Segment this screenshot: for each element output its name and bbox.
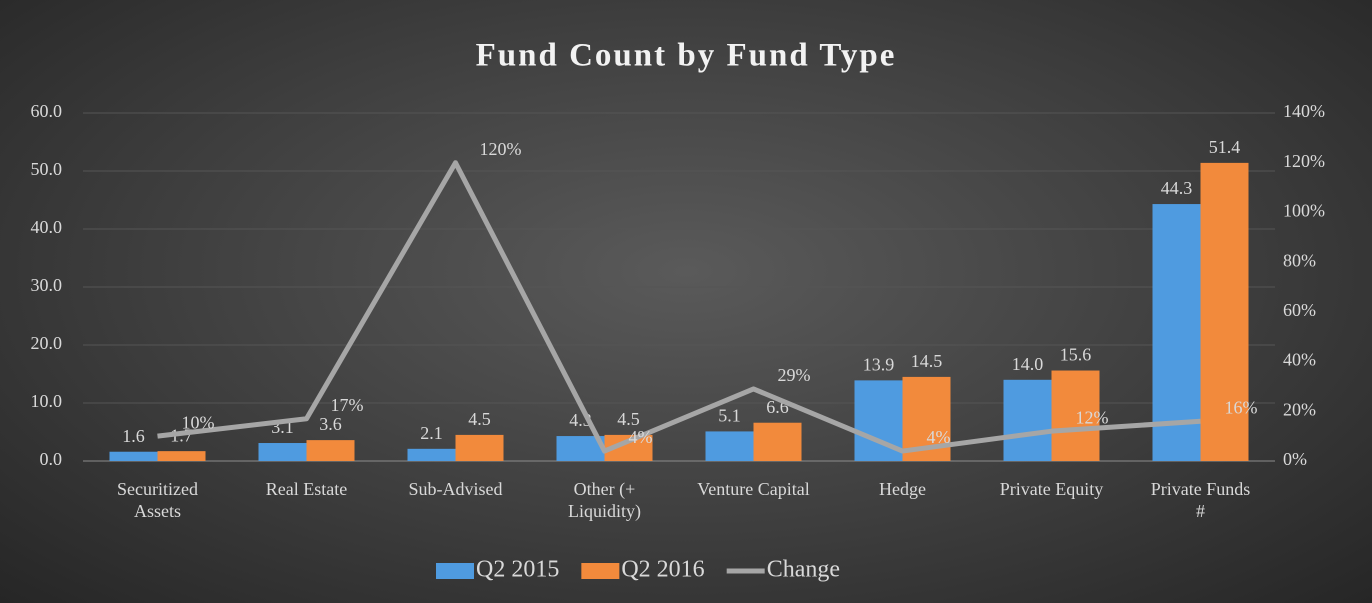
- y2-tick-label: 40%: [1283, 350, 1316, 370]
- bar-value-label: 13.9: [863, 355, 895, 375]
- legend-label: Change: [767, 557, 840, 583]
- bar: [1152, 204, 1201, 461]
- legend-swatch: [436, 563, 474, 579]
- bar: [109, 451, 158, 461]
- legend-swatch: [581, 563, 620, 579]
- y-tick-label: 20.0: [31, 333, 63, 353]
- line: [157, 160, 1201, 454]
- bar: [1003, 379, 1052, 461]
- y-tick-label: 60.0: [31, 101, 63, 121]
- bar-value-label: 14.5: [911, 351, 943, 371]
- y2-tick-label: 140%: [1283, 101, 1325, 121]
- line-value-label: 10%: [182, 412, 215, 432]
- line-value-label: 29%: [778, 365, 811, 385]
- x-tick-label: Securitized Assets: [117, 479, 198, 521]
- bar: [157, 451, 206, 461]
- y2-tick-label: 60%: [1283, 300, 1316, 320]
- y2-tick-label: 100%: [1283, 201, 1325, 221]
- y2-tick-label: 120%: [1283, 151, 1325, 171]
- y-tick-label: 40.0: [31, 217, 63, 237]
- bar-value-label: 15.6: [1060, 345, 1092, 365]
- line-value-label: 4%: [927, 427, 951, 447]
- bar-value-label: 3.6: [319, 414, 342, 434]
- y-tick-label: 0.0: [40, 449, 63, 469]
- chart-title: Fund Count by Fund Type: [476, 38, 897, 74]
- bar: [753, 422, 802, 461]
- legend-label: Q2 2016: [621, 557, 704, 583]
- bar-value-label: 2.1: [420, 423, 443, 443]
- bar-value-label: 14.0: [1012, 354, 1044, 374]
- bar-value-label: 1.6: [122, 426, 145, 446]
- bar-value-label: 51.4: [1209, 137, 1241, 157]
- line-value-label: 4%: [629, 427, 653, 447]
- y2-tick-label: 0%: [1283, 449, 1307, 469]
- bar-value-label: 44.3: [1161, 178, 1193, 198]
- line-value-label: 12%: [1076, 407, 1109, 427]
- bar: [1200, 162, 1249, 461]
- y-tick-label: 10.0: [31, 391, 63, 411]
- x-tick-label: Hedge: [879, 479, 926, 499]
- bar: [455, 434, 504, 461]
- x-tick-label: Other (+ Liquidity): [568, 479, 641, 521]
- x-tick-label: Private Equity: [999, 479, 1104, 499]
- bar: [1051, 370, 1100, 461]
- line-value-label: 16%: [1225, 397, 1258, 417]
- x-tick-label: Private Funds #: [1150, 479, 1251, 521]
- y2-tick-label: 20%: [1283, 399, 1316, 419]
- bar: [705, 431, 754, 461]
- line-value-label: 17%: [331, 395, 364, 415]
- y-tick-label: 30.0: [31, 275, 63, 295]
- x-tick-label: Sub-Advised: [408, 479, 503, 499]
- x-tick-label: Real Estate: [265, 479, 348, 499]
- bar-value-label: 4.5: [468, 409, 491, 429]
- bar: [407, 448, 456, 461]
- y2-tick-label: 80%: [1283, 250, 1316, 270]
- line-value-label: 120%: [480, 139, 522, 159]
- x-tick-label: Venture Capital: [697, 479, 810, 499]
- bar-value-label: 4.5: [617, 409, 640, 429]
- bar: [258, 443, 307, 461]
- legend-label: Q2 2015: [476, 557, 559, 583]
- y-tick-label: 50.0: [31, 159, 63, 179]
- bar: [306, 440, 355, 461]
- bar-value-label: 5.1: [718, 406, 741, 426]
